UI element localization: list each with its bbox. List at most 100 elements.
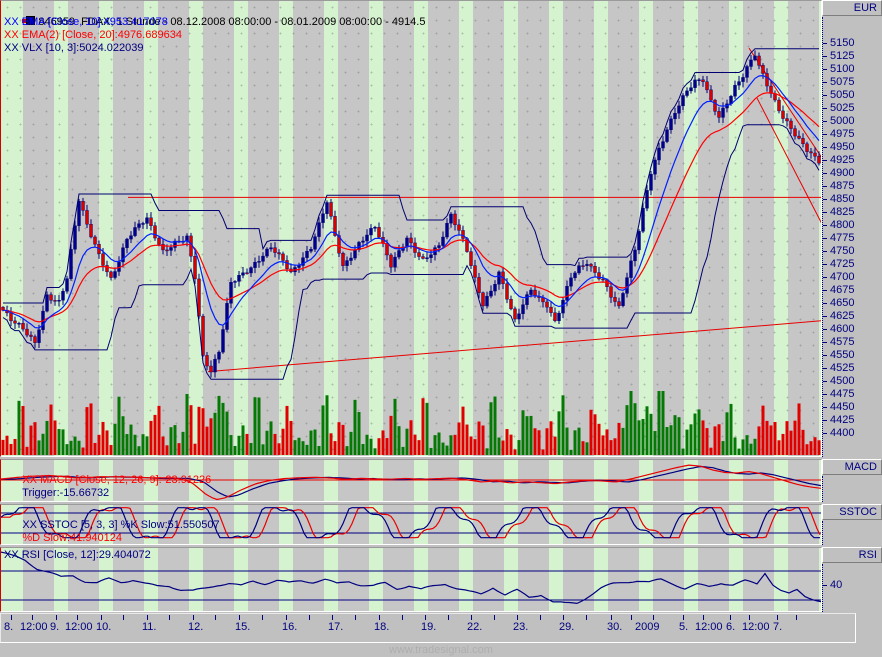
- time-tick-mark: [169, 615, 170, 620]
- price-tick-dash: [823, 433, 827, 434]
- time-tick-mark: [286, 615, 287, 620]
- macd-svg[interactable]: [1, 460, 821, 501]
- price-tick-dash: [823, 238, 827, 239]
- time-tick-label: 12.: [188, 621, 204, 633]
- time-tick-mark: [239, 615, 240, 620]
- rsi-tick-label: 40: [830, 579, 843, 591]
- sstoc-svg[interactable]: [1, 505, 821, 544]
- price-tick-label: 4850: [830, 193, 855, 205]
- time-tick-mark: [448, 615, 449, 620]
- time-tick-label: 30.: [607, 621, 623, 633]
- price-tick-label: 4625: [830, 310, 855, 322]
- price-chart-svg[interactable]: [1, 1, 821, 456]
- time-tick-label: 8.: [4, 621, 14, 633]
- time-tick-mark: [586, 615, 587, 620]
- price-chart-panel[interactable]: 846959 FDAX, 1 Stunde - 08.12.2008 08:00…: [0, 0, 822, 457]
- time-tick-mark: [402, 615, 403, 620]
- price-tick-dash: [823, 160, 827, 161]
- price-tick-dash: [823, 381, 827, 382]
- time-tick-label: 17.: [328, 621, 344, 633]
- watermark: www.tradesignal.com: [389, 644, 493, 656]
- sstoc-indicator-label[interactable]: XX SSTOC [5, 3, 3] %K Slow:51.550507 %D …: [4, 506, 219, 544]
- price-tick-label: 5125: [830, 50, 855, 62]
- price-tick-label: 5075: [830, 76, 855, 88]
- price-tick-dash: [823, 108, 827, 109]
- macd-axis-header: MACD: [822, 459, 882, 475]
- rsi-panel[interactable]: XX RSI [Close, 12]:29.404072: [0, 547, 822, 612]
- price-tick-label: 5150: [830, 37, 855, 49]
- time-tick-label: 12:00: [695, 621, 723, 633]
- price-tick-label: 4900: [830, 167, 855, 179]
- rsi-axis-title: RSI: [858, 549, 877, 561]
- sstoc-panel[interactable]: XX SSTOC [5, 3, 3] %K Slow:51.550507 %D …: [0, 504, 822, 545]
- time-tick-mark: [355, 615, 356, 620]
- time-tick-mark: [379, 615, 380, 620]
- macd-panel[interactable]: XX MACD [Close, 12, 26, 9]:-23.91226 Tri…: [0, 459, 822, 502]
- price-tick-label: 4775: [830, 232, 855, 244]
- price-tick-label: 5025: [830, 102, 855, 114]
- price-tick-label: 4400: [830, 427, 855, 439]
- time-tick-mark: [631, 615, 632, 620]
- grid-dots: [1, 1, 821, 456]
- price-tick-dash: [823, 342, 827, 343]
- price-tick-dash: [823, 121, 827, 122]
- time-tick-mark: [653, 615, 654, 620]
- time-axis[interactable]: 8. 12:00 9. 12:00 10. 11. 12. 15. 16. 17. 18. 19. 22…: [0, 613, 856, 643]
- rsi-axis[interactable]: 40: [822, 564, 882, 612]
- sstoc-axis[interactable]: [822, 521, 882, 545]
- price-tick-dash: [823, 407, 827, 408]
- price-tick-label: 4575: [830, 336, 855, 348]
- rsi-svg[interactable]: [1, 548, 821, 611]
- price-tick-dash: [823, 173, 827, 174]
- time-tick-label: 12:00: [742, 621, 770, 633]
- price-tick-dash: [823, 212, 827, 213]
- time-tick-mark: [32, 615, 33, 620]
- price-tick-label: 4725: [830, 258, 855, 270]
- chart-window-icon[interactable]: [22, 16, 36, 26]
- time-tick-mark: [611, 615, 612, 620]
- rsi-indicator-label[interactable]: XX RSI [Close, 12]:29.404072: [4, 549, 151, 561]
- time-tick-label: 18.: [374, 621, 390, 633]
- time-tick-label: 9.: [50, 621, 60, 633]
- time-tick-label: 11.: [142, 621, 157, 633]
- rsi-tick-dash: [823, 585, 827, 586]
- vlx-indicator-label[interactable]: XX VLX [10, 3]:5024.022039: [4, 42, 144, 54]
- price-tick-dash: [823, 69, 827, 70]
- price-axis[interactable]: 5150 5125 5100 5075 5050 5025 5000 4975 4950 4925…: [822, 17, 882, 457]
- ema10-indicator-label[interactable]: XX EMA [Close, 10]:4953.417078: [4, 16, 168, 28]
- price-tick-label: 4600: [830, 323, 855, 335]
- price-tick-dash: [823, 43, 827, 44]
- ema20-indicator-label[interactable]: XX EMA(2) [Close, 20]:4976.689634: [4, 29, 182, 41]
- time-tick-mark: [540, 615, 541, 620]
- price-tick-label: 4550: [830, 349, 855, 361]
- time-tick-label: 2009: [635, 621, 660, 633]
- price-tick-dash: [823, 394, 827, 395]
- price-tick-dash: [823, 199, 827, 200]
- price-tick-dash: [823, 95, 827, 96]
- price-tick-dash: [823, 329, 827, 330]
- price-axis-unit: EUR: [853, 2, 877, 14]
- time-tick-mark: [147, 615, 148, 620]
- price-tick-label: 4950: [830, 141, 855, 153]
- time-tick-mark: [494, 615, 495, 620]
- price-tick-label: 4500: [830, 375, 855, 387]
- price-axis-header: EUR: [822, 0, 882, 16]
- time-tick-mark: [193, 615, 194, 620]
- sstoc-axis-header: SSTOC: [822, 504, 882, 520]
- time-tick-mark: [101, 615, 102, 620]
- time-tick-mark: [796, 615, 797, 620]
- time-tick-label: 7.: [773, 621, 783, 633]
- price-tick-dash: [823, 303, 827, 304]
- time-tick-mark: [309, 615, 310, 620]
- price-tick-dash: [823, 277, 827, 278]
- time-tick-mark: [332, 615, 333, 620]
- price-tick-label: 4450: [830, 401, 855, 413]
- time-tick-mark: [471, 615, 472, 620]
- time-tick-mark: [56, 615, 57, 620]
- time-tick-label: 16.: [282, 621, 298, 633]
- macd-value-label: XX MACD [Close, 12, 26, 9]:-23.91226: [22, 474, 212, 486]
- macd-indicator-label[interactable]: XX MACD [Close, 12, 26, 9]:-23.91226 Tri…: [4, 461, 212, 501]
- chart-title: 846959 FDAX, 1 Stunde - 08.12.2008 08:00…: [38, 16, 426, 28]
- macd-axis[interactable]: [822, 476, 882, 502]
